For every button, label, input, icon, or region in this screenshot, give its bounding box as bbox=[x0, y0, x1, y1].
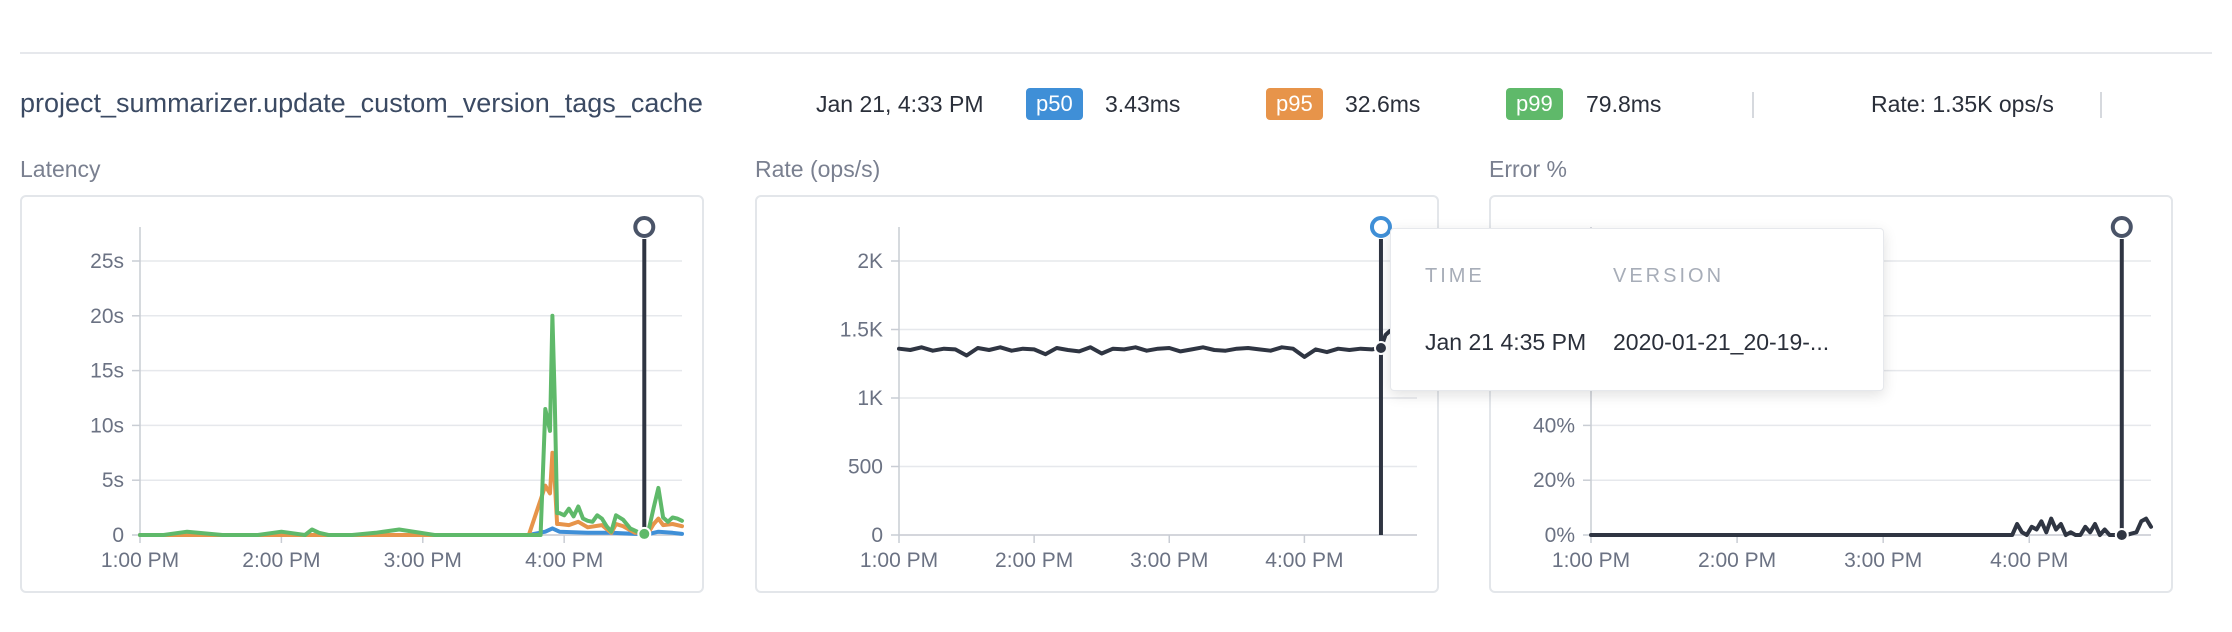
rate-chart-title: Rate (ops/s) bbox=[755, 156, 881, 182]
p99-badge: p99 bbox=[1506, 88, 1563, 120]
x-tick-label: 3:00 PM bbox=[384, 549, 462, 572]
header-timestamp: Jan 21, 4:33 PM bbox=[816, 91, 984, 117]
p50-badge: p50 bbox=[1026, 88, 1083, 120]
x-tick-label: 2:00 PM bbox=[1698, 549, 1776, 572]
rate-chart-panel[interactable]: 0 500 1K 1.5K 2K 1:00 PM 2:00 PM 3:00 PM 4:00 PM bbox=[755, 195, 1439, 593]
tooltip-version-value: 2020-01-21_20-19-... bbox=[1613, 329, 1830, 355]
latency-chart-panel[interactable]: 0 5s 10s 15s 20s 25s 1:00 PM 2:00 PM 3:00 PM 4:00… bbox=[20, 195, 704, 593]
y-tick-label: 20s bbox=[90, 305, 124, 328]
top-divider bbox=[20, 52, 2212, 54]
hover-point bbox=[2114, 528, 2129, 542]
x-tick-label: 3:00 PM bbox=[1130, 549, 1208, 572]
y-tick-label: 15s bbox=[90, 360, 124, 383]
p50-value: 3.43ms bbox=[1105, 91, 1181, 117]
x-tick-label: 4:00 PM bbox=[1265, 549, 1343, 572]
x-tick-label: 1:00 PM bbox=[1552, 549, 1630, 572]
header-separator bbox=[1752, 92, 1754, 118]
header-separator bbox=[2100, 92, 2102, 118]
error-chart[interactable]: 0% 20% 40% 1:00 PM 2:00 PM 3:00 PM 4:00 PM bbox=[1491, 197, 2175, 595]
x-tick-label: 4:00 PM bbox=[1990, 549, 2068, 572]
x-tick-label: 2:00 PM bbox=[995, 549, 1073, 572]
x-tick-label: 4:00 PM bbox=[525, 549, 603, 572]
y-tick-label: 25s bbox=[90, 250, 124, 273]
series-line-p95 bbox=[138, 450, 684, 537]
error-chart-title: Error % bbox=[1489, 156, 1567, 182]
y-tick-label: 10s bbox=[90, 414, 124, 437]
y-tick-label: 1.5K bbox=[840, 319, 883, 342]
hover-point bbox=[1373, 340, 1388, 355]
rate-chart[interactable]: 0 500 1K 1.5K 2K 1:00 PM 2:00 PM 3:00 PM 4:00 PM bbox=[757, 197, 1441, 595]
hover-marker-handle[interactable] bbox=[2110, 216, 2133, 238]
y-tick-label: 0 bbox=[871, 524, 883, 547]
hover-marker-handle[interactable] bbox=[1369, 216, 1392, 238]
y-tick-label: 1K bbox=[857, 387, 883, 410]
p95-value: 32.6ms bbox=[1345, 91, 1421, 117]
tooltip-version-header: VERSION bbox=[1613, 265, 1725, 287]
y-tick-label: 0 bbox=[112, 524, 124, 547]
x-tick-label: 1:00 PM bbox=[101, 549, 179, 572]
hover-point bbox=[637, 526, 652, 541]
series-line-error bbox=[1589, 516, 2153, 537]
x-tick-label: 3:00 PM bbox=[1844, 549, 1922, 572]
y-tick-label: 20% bbox=[1533, 469, 1575, 492]
p99-value: 79.8ms bbox=[1586, 91, 1662, 117]
y-tick-label: 40% bbox=[1533, 414, 1575, 437]
rate-value: Rate: 1.35K ops/s bbox=[1871, 91, 2054, 117]
tooltip-time-header: TIME bbox=[1425, 265, 1485, 287]
latency-chart-title: Latency bbox=[20, 156, 101, 182]
p95-badge: p95 bbox=[1266, 88, 1323, 120]
y-tick-label: 5s bbox=[102, 469, 124, 492]
series-line-rate bbox=[897, 327, 1397, 359]
metric-title[interactable]: project_summarizer.update_custom_version… bbox=[20, 88, 703, 118]
x-tick-label: 2:00 PM bbox=[242, 549, 320, 572]
y-tick-label: 0% bbox=[1545, 524, 1575, 547]
y-tick-label: 500 bbox=[848, 456, 883, 479]
hover-marker-handle[interactable] bbox=[633, 216, 656, 238]
hover-tooltip: TIME VERSION Jan 21 4:35 PM 2020-01-21_2… bbox=[1390, 228, 1884, 391]
metric-header: project_summarizer.update_custom_version… bbox=[20, 88, 2212, 120]
latency-chart[interactable]: 0 5s 10s 15s 20s 25s 1:00 PM 2:00 PM 3:00 PM 4:00… bbox=[22, 197, 706, 595]
y-tick-label: 2K bbox=[857, 250, 883, 273]
tooltip-time-value: Jan 21 4:35 PM bbox=[1425, 329, 1587, 355]
x-tick-label: 1:00 PM bbox=[860, 549, 938, 572]
